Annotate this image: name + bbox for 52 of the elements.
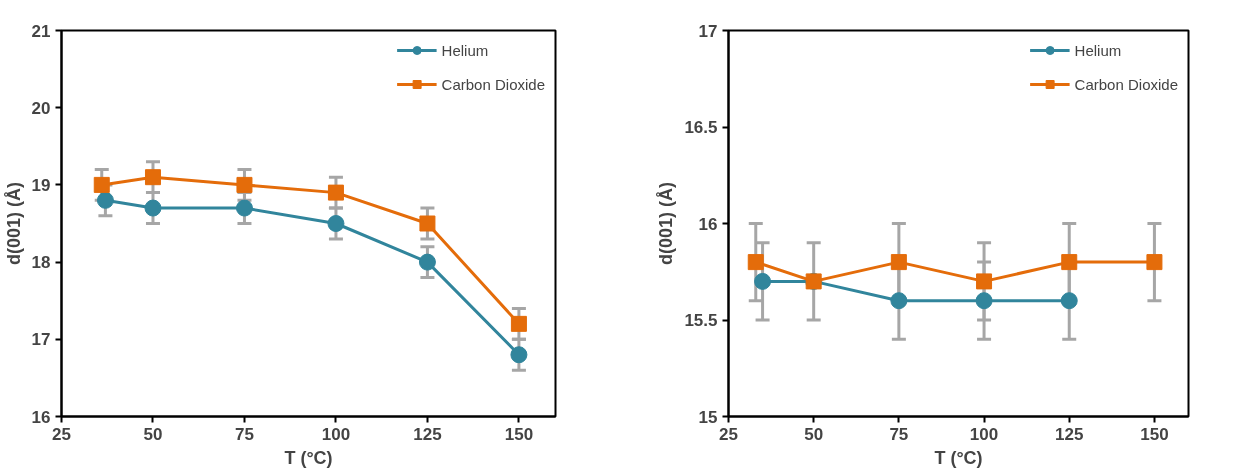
point [327,184,344,201]
point [890,254,907,271]
x-tick-label: 25 [52,424,71,444]
x-tick-label: 100 [969,424,999,444]
point [747,254,764,271]
point [327,215,345,232]
y-tick-label: 17 [31,330,51,350]
point [144,199,162,217]
point [1060,292,1078,310]
legend-label: Helium [441,41,489,59]
x-axis-title: T (°C) [934,447,983,468]
point [976,273,993,290]
legend-label: Carbon Dioxide [441,75,545,93]
y-tick-label: 20 [31,98,51,118]
y-tick-label: 16 [31,407,51,427]
point [510,346,528,364]
y-tick-label: 18 [31,253,51,273]
y-axis-title: d(001) (Å) [3,181,24,265]
point [1061,254,1078,271]
x-tick-label: 125 [1055,424,1084,444]
point [236,176,253,193]
point [144,169,161,186]
point [93,176,110,193]
point [890,292,908,310]
point [754,272,772,290]
y-axis-title: d(001) (Å) [656,181,677,265]
x-tick-label: 75 [235,424,254,444]
point [235,199,253,217]
x-tick-label: 50 [143,424,163,444]
x-axis-title: T (°C) [284,447,333,468]
x-tick-label: 150 [1140,424,1169,444]
legend-label: Carbon Dioxide [1074,75,1178,93]
y-tick-label: 17 [698,21,718,41]
y-tick-label: 16 [698,214,718,234]
y-tick-label: 15.5 [684,311,718,330]
y-tick-label: 16.5 [684,118,718,137]
point [419,215,436,232]
point [1146,254,1163,271]
x-tick-label: 125 [413,424,442,444]
point [510,315,527,332]
y-tick-label: 19 [31,175,51,195]
y-tick-label: 21 [31,21,51,41]
x-tick-label: 50 [804,424,824,444]
legend-label: Helium [1074,41,1122,59]
point [975,292,993,310]
point [96,191,114,209]
y-tick-label: 15 [698,407,718,427]
x-tick-label: 25 [719,424,738,444]
point [418,253,436,271]
x-tick-label: 150 [504,424,534,444]
x-tick-label: 100 [321,424,351,444]
x-tick-label: 75 [889,424,909,444]
